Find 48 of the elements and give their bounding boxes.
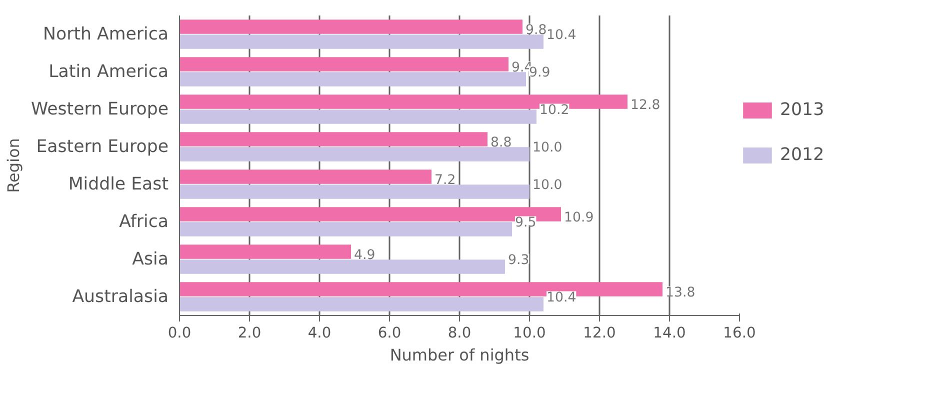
data-label: 8.8 (490, 135, 512, 150)
data-label: 10.2 (540, 102, 570, 118)
x-tick-label: 12.0 (583, 324, 616, 342)
bar (180, 132, 488, 146)
data-label: 10.4 (546, 28, 576, 43)
data-label: 10.4 (546, 290, 576, 306)
data-label: 9.5 (515, 215, 536, 230)
bar (180, 57, 508, 72)
y-tick-label: Australasia (72, 286, 168, 307)
bar (180, 244, 351, 259)
y-axis-title: Region (4, 138, 23, 193)
data-label: 10.9 (564, 210, 594, 226)
x-tick-label: 6.0 (378, 324, 402, 342)
x-axis-title: Number of nights (390, 346, 530, 364)
data-label: 12.8 (630, 98, 660, 113)
data-label: 4.9 (354, 248, 376, 263)
data-label: 9.3 (508, 252, 530, 268)
x-tick-label: 14.0 (653, 324, 686, 342)
x-tick-label: 0.0 (168, 324, 192, 342)
y-tick-label: Asia (132, 249, 169, 270)
x-tick-label: 8.0 (448, 324, 472, 342)
data-label: 9.8 (526, 22, 547, 38)
x-tick-label: 4.0 (308, 324, 332, 342)
bar (180, 72, 526, 86)
bar (180, 170, 432, 184)
legend-label: 2012 (780, 145, 824, 165)
bar (180, 297, 544, 312)
bar (180, 260, 505, 274)
y-tick-label: Latin America (48, 62, 169, 82)
y-tick-label: Eastern Europe (36, 136, 168, 157)
x-tick-label: 10.0 (513, 324, 546, 342)
bar (180, 147, 530, 162)
bar (180, 34, 544, 49)
data-label: 7.2 (434, 172, 456, 188)
y-tick-label: Africa (119, 212, 168, 232)
bar (180, 20, 522, 34)
data-label: 13.8 (666, 285, 696, 300)
bar (180, 184, 530, 199)
y-tick-label: Middle East (68, 174, 169, 194)
x-tick-label: 2.0 (238, 324, 262, 342)
y-tick-label: Western Europe (30, 99, 169, 120)
data-label: 10.0 (532, 178, 562, 193)
x-tick-label: 16.0 (723, 324, 756, 342)
bar (180, 222, 512, 236)
y-tick-label: North America (43, 24, 168, 44)
bar (180, 110, 536, 124)
legend-label: 2013 (780, 100, 824, 120)
data-label: 10.0 (532, 140, 562, 156)
